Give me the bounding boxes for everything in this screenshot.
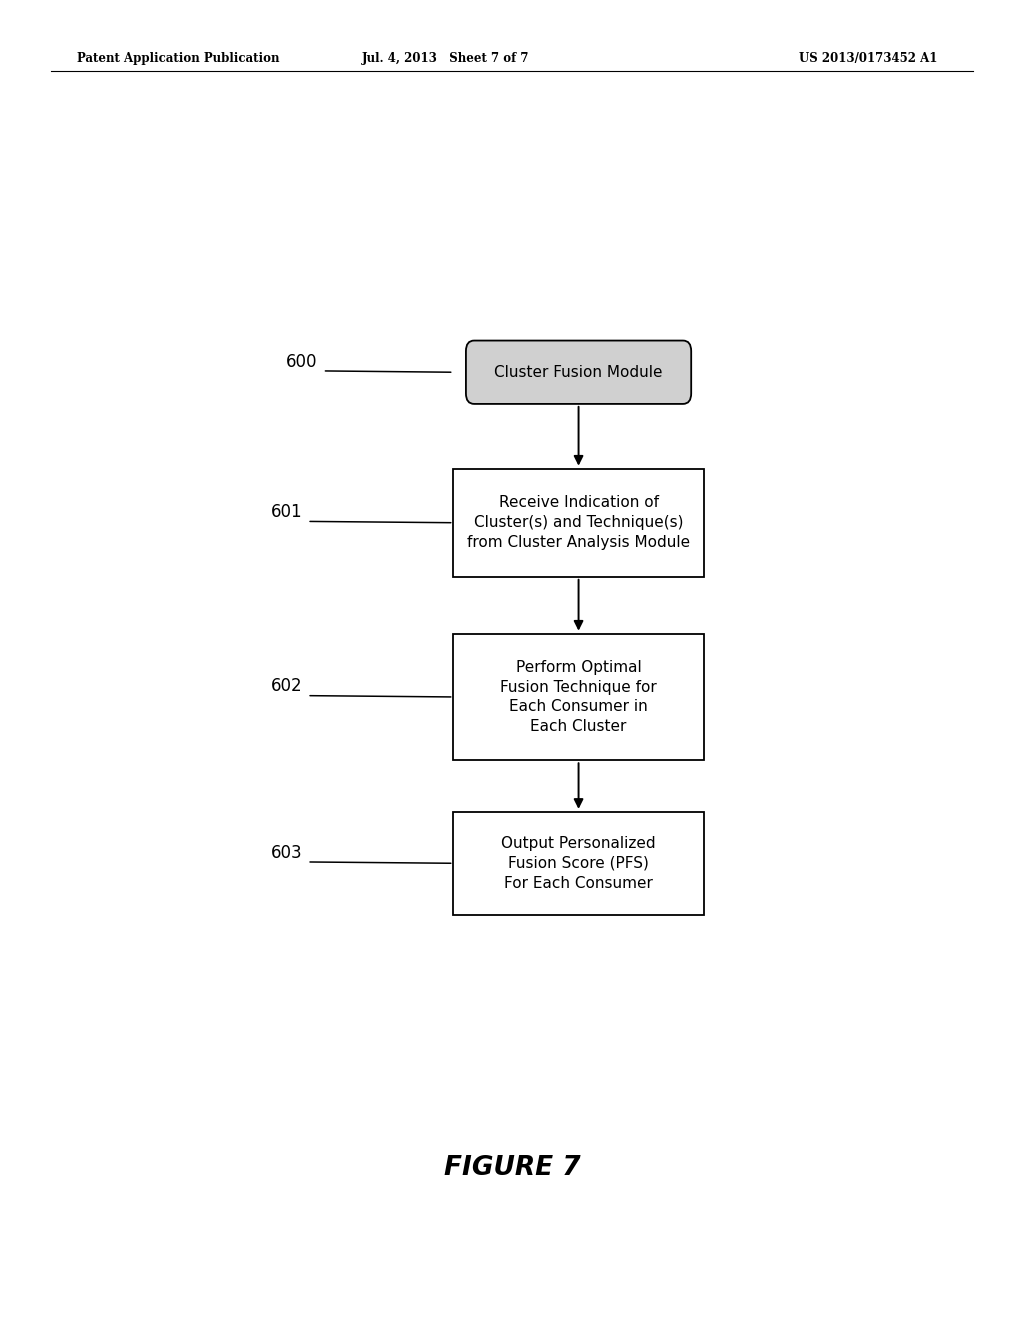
Text: Jul. 4, 2013   Sheet 7 of 7: Jul. 4, 2013 Sheet 7 of 7 [361, 51, 529, 65]
Text: US 2013/0173452 A1: US 2013/0173452 A1 [799, 51, 937, 65]
Text: 603: 603 [270, 843, 302, 862]
Text: Output Personalized
Fusion Score (PFS)
For Each Consumer: Output Personalized Fusion Score (PFS) F… [501, 836, 656, 891]
Text: FIGURE 7: FIGURE 7 [443, 1155, 581, 1181]
Text: 600: 600 [286, 352, 317, 371]
Text: 602: 602 [270, 677, 302, 696]
Text: Receive Indication of
Cluster(s) and Technique(s)
from Cluster Analysis Module: Receive Indication of Cluster(s) and Tec… [467, 495, 690, 550]
Text: 601: 601 [270, 503, 302, 521]
Text: Perform Optimal
Fusion Technique for
Each Consumer in
Each Cluster: Perform Optimal Fusion Technique for Eac… [500, 660, 657, 734]
FancyBboxPatch shape [466, 341, 691, 404]
FancyBboxPatch shape [453, 812, 705, 915]
FancyBboxPatch shape [453, 469, 705, 577]
Text: Patent Application Publication: Patent Application Publication [77, 51, 280, 65]
Text: Cluster Fusion Module: Cluster Fusion Module [495, 364, 663, 380]
FancyBboxPatch shape [453, 635, 705, 759]
